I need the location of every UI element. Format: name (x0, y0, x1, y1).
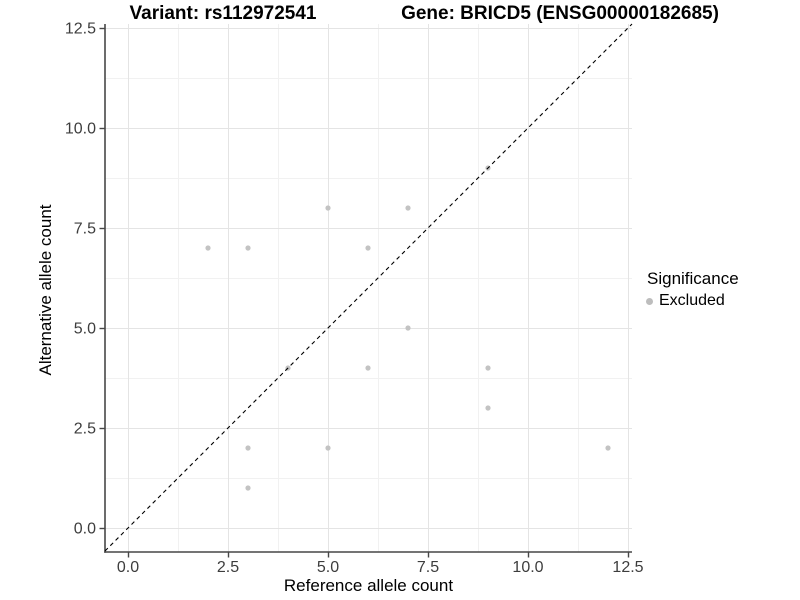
x-tick-label: 5.0 (317, 559, 339, 576)
y-tick-label: 7.5 (74, 221, 96, 238)
legend-point-icon (646, 297, 653, 305)
x-axis-title: Reference allele count (283, 576, 454, 595)
legend: Significance Excluded (645, 269, 739, 310)
data-point (365, 365, 371, 371)
x-tick-label: 12.5 (612, 559, 643, 576)
legend-title: Significance (647, 269, 739, 288)
legend-item-label: Excluded (659, 292, 725, 309)
data-point (245, 485, 251, 491)
data-points (205, 165, 611, 491)
plot-title-gene: Gene: BRICD5 (ENSG00000182685) (401, 3, 719, 24)
x-tick-label: 0.0 (117, 559, 139, 576)
legend-item-excluded: Excluded (645, 292, 739, 310)
data-point (485, 405, 491, 411)
data-point (605, 445, 611, 451)
plot-title-variant: Variant: rs112972541 (129, 3, 317, 24)
data-point (245, 245, 251, 251)
y-tick-label: 2.5 (74, 421, 96, 438)
x-tick-label: 10.0 (512, 559, 543, 576)
axes: 0.0 2.5 5.0 7.5 10.0 12.5 0.0 2.5 5.0 7.5 10.0 12.5 (65, 21, 644, 577)
x-tick-label: 7.5 (417, 559, 439, 576)
y-tick-label: 12.5 (65, 21, 96, 38)
data-point (405, 205, 411, 211)
y-tick-label: 0.0 (74, 521, 96, 538)
y-tick-label: 5.0 (74, 321, 96, 338)
gridlines (105, 24, 632, 552)
x-tick-label: 2.5 (217, 559, 239, 576)
data-point (405, 325, 411, 331)
y-tick-label: 10.0 (65, 121, 96, 138)
data-point (325, 445, 331, 451)
identity-line (104, 23, 633, 552)
y-axis-title: Alternative allele count (36, 204, 55, 376)
data-point (205, 245, 211, 251)
data-point (245, 445, 251, 451)
data-point (485, 365, 491, 371)
data-point (325, 205, 331, 211)
data-point (365, 245, 371, 251)
